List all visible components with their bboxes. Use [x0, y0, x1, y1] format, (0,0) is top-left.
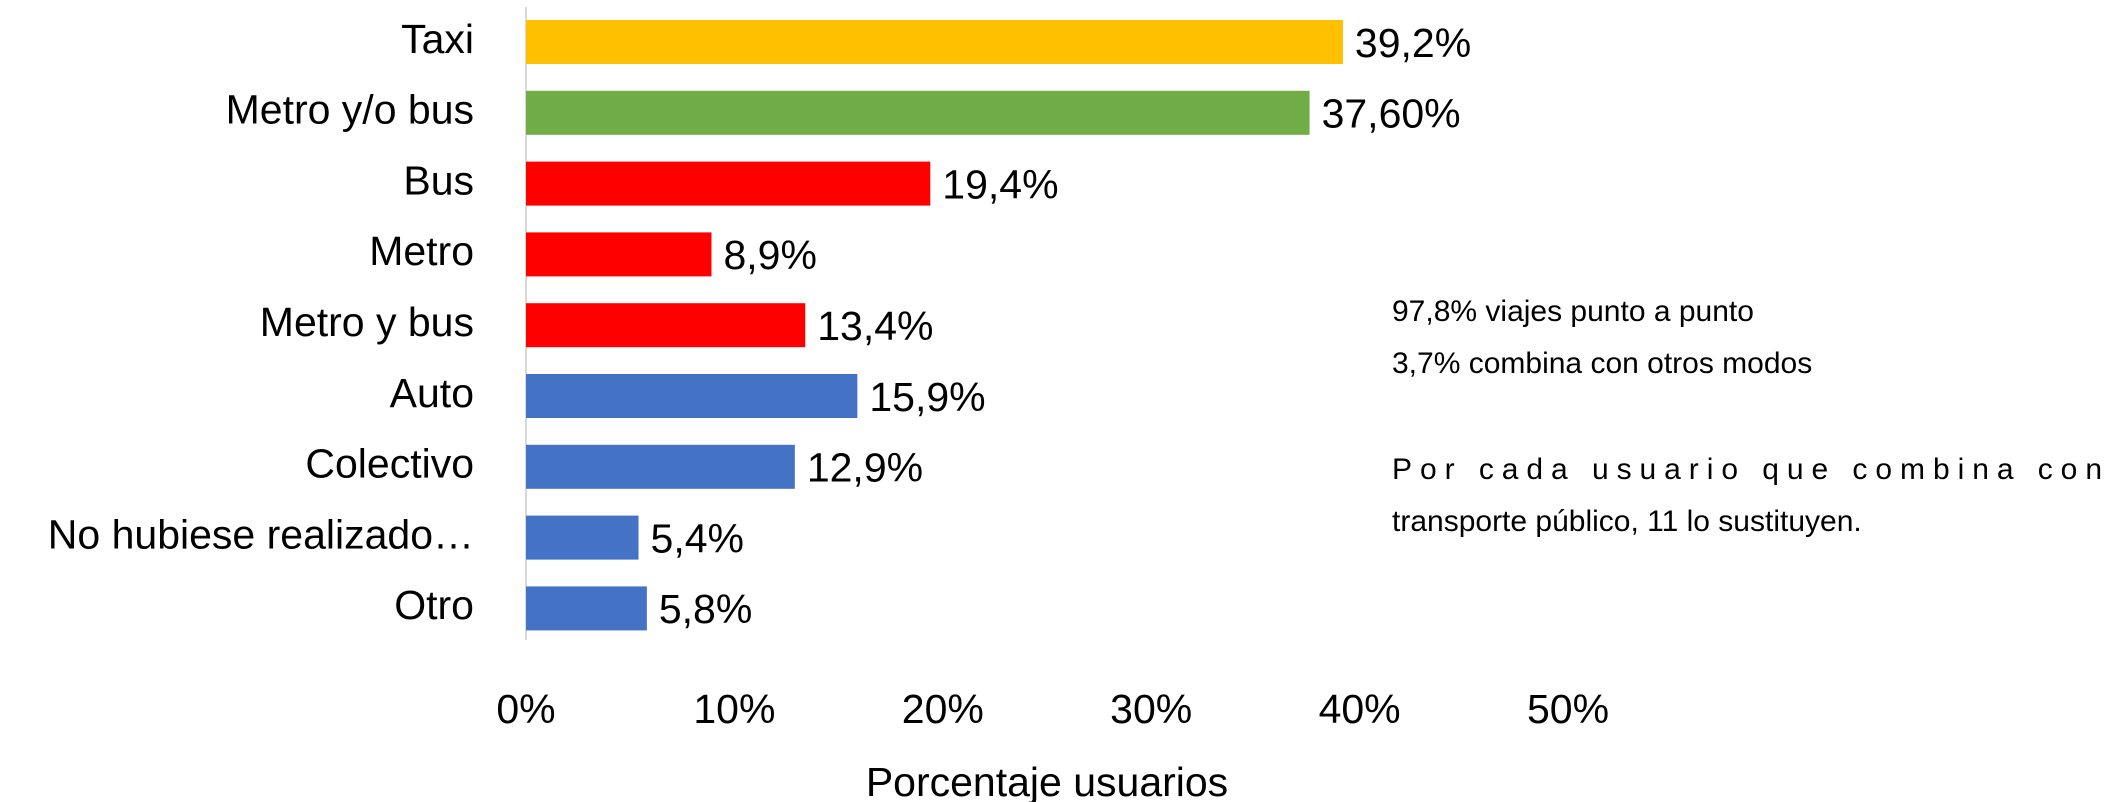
- y-tick-label: Metro: [369, 228, 474, 274]
- x-tick-label: 20%: [902, 686, 984, 732]
- bar: [526, 20, 1343, 64]
- bar: [526, 90, 1310, 135]
- annotation: transporte público, 11 lo sustituyen.: [1392, 505, 1862, 538]
- annotation: Por cada usuario que combina con: [1392, 453, 2102, 486]
- y-tick-label: Otro: [394, 582, 474, 628]
- x-tick-label: 30%: [1110, 686, 1192, 732]
- data-label: 12,9%: [807, 445, 923, 491]
- data-label: 15,9%: [869, 374, 985, 420]
- data-label: 39,2%: [1355, 20, 1471, 66]
- x-tick-label: 40%: [1319, 686, 1401, 732]
- y-tick-label: No hubiese realizado…: [48, 511, 474, 557]
- bar: [526, 232, 712, 277]
- annotation: 3,7% combina con otros modos: [1392, 347, 1812, 380]
- data-label: 13,4%: [817, 303, 933, 349]
- data-label: 5,4%: [651, 515, 744, 561]
- bar: [526, 303, 806, 348]
- x-axis-title: Porcentaje usuarios: [866, 759, 1228, 802]
- x-tick-label: 0%: [496, 686, 555, 732]
- y-tick-label: Metro y bus: [260, 299, 474, 345]
- data-label: 37,60%: [1322, 91, 1461, 137]
- y-tick-label: Bus: [403, 157, 474, 203]
- x-tick-label: 50%: [1527, 686, 1609, 732]
- annotation: 97,8% viajes punto a punto: [1392, 295, 1754, 328]
- bar: [526, 374, 858, 418]
- bar: [526, 444, 795, 489]
- y-tick-label: Metro y/o bus: [226, 87, 474, 133]
- y-tick-label: Auto: [390, 370, 474, 416]
- data-label: 19,4%: [942, 161, 1058, 207]
- y-tick-label: Colectivo: [305, 441, 474, 487]
- bar: [526, 515, 639, 560]
- bar: [526, 586, 647, 631]
- data-label: 8,9%: [723, 232, 816, 278]
- x-tick-label: 10%: [693, 686, 775, 732]
- data-label: 5,8%: [659, 586, 752, 632]
- y-tick-label: Taxi: [401, 16, 474, 62]
- bar: [526, 161, 931, 206]
